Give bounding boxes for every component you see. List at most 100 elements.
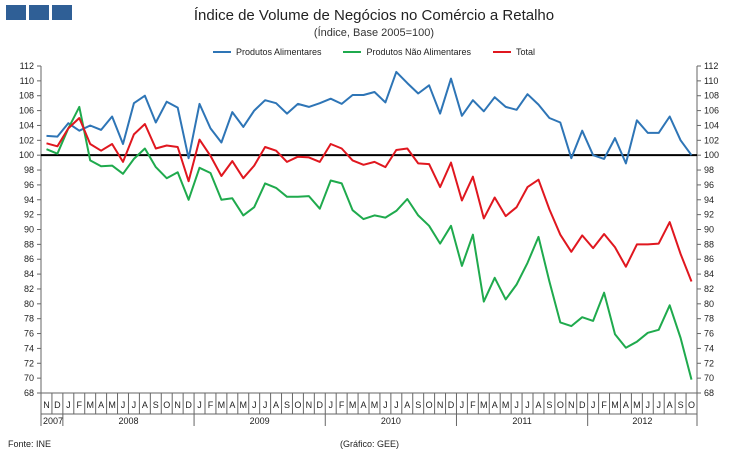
y-tick-label-right: 106	[704, 106, 719, 116]
y-tick-label-left: 84	[24, 269, 34, 279]
x-tick-label: A	[273, 400, 279, 410]
logo-block	[52, 5, 72, 20]
logo-block	[6, 5, 26, 20]
x-tick-label: J	[132, 400, 137, 410]
x-tick-label: N	[306, 400, 313, 410]
y-tick-label-right: 100	[704, 150, 719, 160]
y-tick-label-left: 86	[24, 254, 34, 264]
x-tick-label: J	[383, 400, 388, 410]
y-tick-label-left: 68	[24, 388, 34, 398]
y-tick-label-right: 72	[704, 358, 714, 368]
x-tick-label: M	[218, 400, 226, 410]
y-tick-label-left: 72	[24, 358, 34, 368]
chart-title: Índice de Volume de Negócios no Comércio…	[193, 7, 555, 24]
x-tick-label: F	[77, 400, 83, 410]
x-tick-label: J	[514, 400, 519, 410]
y-tick-label-right: 110	[704, 76, 718, 86]
y-tick-label-right: 70	[704, 373, 714, 383]
logo-block	[29, 5, 49, 20]
x-tick-label: A	[142, 400, 148, 410]
x-tick-label: J	[591, 400, 596, 410]
year-label: 2011	[512, 416, 531, 426]
x-tick-label: F	[208, 400, 214, 410]
year-label: 2007	[43, 416, 63, 426]
x-tick-label: D	[448, 400, 455, 410]
x-tick-label: D	[185, 400, 192, 410]
x-tick-label: O	[557, 400, 564, 410]
x-tick-label: J	[328, 400, 333, 410]
y-tick-label-left: 108	[19, 91, 34, 101]
x-tick-label: M	[371, 400, 379, 410]
y-tick-label-left: 74	[24, 343, 34, 353]
y-tick-label-right: 104	[704, 120, 719, 130]
x-tick-label: N	[43, 400, 50, 410]
x-tick-label: S	[678, 400, 684, 410]
y-tick-label-left: 80	[24, 299, 34, 309]
x-tick-label: J	[66, 400, 71, 410]
y-tick-label-right: 92	[704, 210, 714, 220]
x-tick-label: N	[568, 400, 575, 410]
x-tick-label: A	[98, 400, 104, 410]
x-tick-label: D	[54, 400, 61, 410]
x-tick-label: M	[349, 400, 357, 410]
x-tick-label: A	[667, 400, 673, 410]
x-tick-label: J	[121, 400, 126, 410]
y-tick-label-left: 94	[24, 195, 34, 205]
x-tick-label: D	[579, 400, 586, 410]
y-tick-label-right: 94	[704, 195, 714, 205]
y-tick-label-right: 88	[704, 239, 714, 249]
y-tick-label-right: 90	[704, 225, 714, 235]
legend-swatch	[343, 51, 362, 53]
x-tick-label: O	[294, 400, 301, 410]
x-tick-label: M	[633, 400, 641, 410]
x-tick-label: O	[163, 400, 170, 410]
x-tick-label: M	[502, 400, 510, 410]
y-tick-label-right: 74	[704, 343, 714, 353]
x-tick-label: S	[546, 400, 552, 410]
x-tick-label: S	[284, 400, 290, 410]
y-tick-label-right: 82	[704, 284, 714, 294]
x-tick-label: S	[415, 400, 421, 410]
y-tick-label-left: 76	[24, 329, 34, 339]
y-tick-label-left: 98	[24, 165, 34, 175]
y-tick-label-right: 98	[704, 165, 714, 175]
x-tick-label: J	[460, 400, 465, 410]
x-tick-label: O	[426, 400, 433, 410]
y-tick-label-left: 82	[24, 284, 34, 294]
y-tick-label-left: 78	[24, 314, 34, 324]
y-tick-label-left: 106	[19, 106, 34, 116]
x-tick-label: A	[492, 400, 498, 410]
x-tick-label: J	[525, 400, 530, 410]
legend: Produtos Alimentares Produtos Não Alimen…	[0, 47, 748, 57]
x-tick-label: N	[174, 400, 181, 410]
year-label: 2012	[632, 416, 652, 426]
x-tick-label: M	[86, 400, 94, 410]
y-tick-label-left: 112	[20, 61, 34, 71]
y-tick-label-left: 88	[24, 239, 34, 249]
x-tick-label: F	[339, 400, 345, 410]
y-tick-label-right: 96	[704, 180, 714, 190]
legend-item: Produtos Não Alimentares	[343, 47, 471, 57]
x-tick-label: A	[361, 400, 367, 410]
x-tick-label: A	[535, 400, 541, 410]
legend-label: Produtos Não Alimentares	[366, 47, 472, 57]
legend-label: Produtos Alimentares	[235, 47, 322, 57]
x-tick-label: O	[688, 400, 695, 410]
legend-item: Total	[493, 47, 535, 57]
series-line	[46, 70, 693, 165]
y-tick-label-right: 76	[704, 329, 714, 339]
x-tick-label: J	[646, 400, 651, 410]
x-tick-label: J	[394, 400, 399, 410]
y-tick-label-left: 96	[24, 180, 34, 190]
x-tick-label: A	[623, 400, 629, 410]
x-tick-label: J	[263, 400, 268, 410]
y-tick-label-left: 92	[24, 210, 34, 220]
x-tick-label: J	[252, 400, 257, 410]
y-tick-label-right: 108	[704, 91, 719, 101]
year-label: 2008	[118, 416, 138, 426]
y-tick-label-left: 102	[19, 135, 34, 145]
x-tick-label: J	[656, 400, 661, 410]
y-tick-label-left: 104	[19, 120, 34, 130]
chart-subtitle: (Índice, Base 2005=100)	[313, 27, 435, 39]
